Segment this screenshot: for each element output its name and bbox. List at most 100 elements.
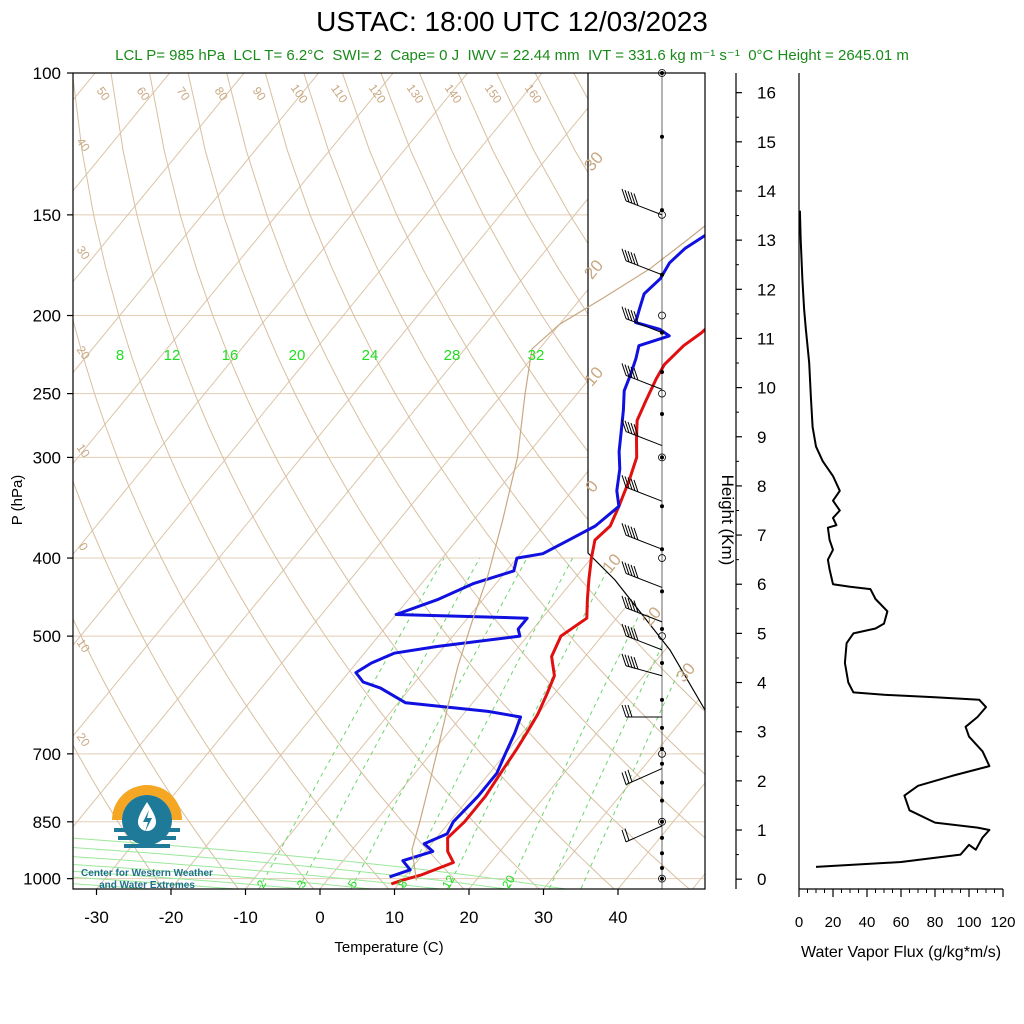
dry-adiabat-label: 140 bbox=[442, 81, 465, 106]
barb-feather bbox=[630, 366, 636, 380]
wind-level-dot bbox=[660, 761, 664, 766]
barb-feather bbox=[630, 309, 636, 323]
mixing-ratio-label: 24 bbox=[362, 347, 379, 364]
barb-feather bbox=[633, 527, 639, 541]
barb-feather bbox=[633, 479, 639, 493]
barb-shaft bbox=[625, 486, 663, 502]
lcl-temperature: LCL T= 6.2°C bbox=[233, 47, 325, 64]
isotherm-line bbox=[73, 73, 543, 646]
chart-subtitle: LCL P= 985 hPa LCL T= 6.2°C SWI= 2 Cape=… bbox=[0, 46, 1024, 64]
wind-level-dot bbox=[660, 504, 664, 509]
dry-adiabat bbox=[457, 73, 705, 467]
barb-feather bbox=[627, 655, 633, 668]
barb-feather bbox=[630, 656, 636, 669]
barb-feather bbox=[624, 624, 630, 638]
logo-line1: Center for Western Weather bbox=[81, 868, 213, 879]
lcl-pressure: LCL P= 985 hPa bbox=[115, 47, 226, 64]
height-tick-label: 1 bbox=[757, 821, 766, 840]
chart-title: USTAC: 18:00 UTC 12/03/2023 bbox=[316, 6, 708, 37]
x-tick-label: 20 bbox=[460, 908, 479, 927]
height-tick-label: 11 bbox=[757, 329, 775, 348]
barb-feather bbox=[630, 564, 636, 578]
barb-feather bbox=[624, 562, 630, 575]
mixing-ratio-label: 20 bbox=[289, 347, 306, 364]
isotherm-line bbox=[73, 73, 394, 465]
flux-tick-label: 80 bbox=[927, 914, 944, 931]
isotherm-label: 10 bbox=[74, 636, 93, 655]
barb-feather bbox=[621, 248, 627, 261]
lightning-icon bbox=[143, 810, 152, 832]
wind-level-dot bbox=[660, 661, 664, 666]
height-tick-label: 9 bbox=[757, 428, 766, 447]
flux-tick-label: 60 bbox=[893, 914, 910, 931]
wind-level-dot bbox=[660, 134, 664, 139]
isotherm-label: 40 bbox=[74, 135, 93, 154]
mandatory-level-circle bbox=[658, 749, 666, 758]
height-tick-label: 14 bbox=[757, 182, 776, 201]
cw3e-logo: Center for Western Weather and Water Ext… bbox=[81, 785, 213, 891]
isotherm-line bbox=[73, 73, 245, 283]
barb-feather bbox=[627, 563, 633, 576]
isotherm-line bbox=[73, 73, 171, 192]
barb-feather bbox=[621, 561, 627, 574]
isotherm-line bbox=[73, 73, 618, 737]
barb-shaft bbox=[625, 665, 663, 677]
isotherm-line bbox=[468, 600, 705, 889]
dry-adiabat-label: 130 bbox=[404, 81, 427, 106]
mandatory-level-circle bbox=[658, 874, 666, 883]
iwv-value: IWV = 22.44 mm bbox=[467, 47, 580, 64]
mixing-ratio-line bbox=[446, 557, 615, 889]
wind-level-dot bbox=[660, 866, 664, 871]
flux-axis-label: Water Vapor Flux (g/kg*m/s) bbox=[801, 944, 1001, 961]
dry-adiabat-label: 50 bbox=[94, 84, 113, 103]
wind-level-dot bbox=[660, 589, 664, 594]
barb-feather bbox=[627, 308, 633, 322]
x-tick-label: 0 bbox=[315, 908, 324, 927]
isotherm-line bbox=[244, 327, 705, 889]
barb-feather bbox=[630, 526, 636, 539]
barb-feather bbox=[627, 365, 633, 378]
height-tick-label: 6 bbox=[757, 575, 766, 594]
wind-level-dot bbox=[660, 627, 664, 632]
series-parcel bbox=[411, 225, 705, 881]
barb-feather bbox=[621, 653, 627, 666]
y-axis-label: P (hPa) bbox=[9, 475, 26, 526]
height-tick-label: 5 bbox=[757, 624, 766, 643]
barb-feather bbox=[624, 420, 630, 433]
barb-feather bbox=[621, 595, 627, 609]
barb-feather bbox=[621, 623, 627, 637]
cape-value: Cape= 0 J bbox=[390, 47, 460, 64]
barb-panel bbox=[588, 73, 705, 710]
height-tick-label: 15 bbox=[757, 133, 776, 152]
wind-level-dot bbox=[660, 746, 664, 751]
mixing-ratio-line bbox=[548, 557, 705, 889]
height-tick-label: 12 bbox=[757, 280, 776, 299]
wind-level-dot bbox=[660, 369, 664, 374]
moist-adiabat bbox=[73, 870, 310, 889]
barb-feather bbox=[624, 524, 630, 537]
height-tick-label: 16 bbox=[757, 84, 776, 103]
y-tick-label: 250 bbox=[33, 385, 61, 404]
barb-feather bbox=[624, 771, 630, 784]
height-tick-label: 10 bbox=[757, 379, 776, 398]
mixing-ratio-line bbox=[507, 557, 669, 889]
wind-level-dot bbox=[660, 835, 664, 840]
barb-feather bbox=[624, 476, 630, 489]
barb-feather bbox=[630, 422, 636, 436]
mixing-ratio-label: 8 bbox=[116, 347, 124, 364]
dry-adiabat bbox=[110, 73, 540, 889]
flux-tick-label: 0 bbox=[795, 914, 803, 931]
y-tick-label: 100 bbox=[33, 64, 61, 83]
barb-feather bbox=[630, 627, 636, 640]
logo-wave-2 bbox=[118, 836, 176, 840]
barb-panel-edge bbox=[587, 73, 706, 711]
barb-feather bbox=[624, 654, 630, 667]
mandatory-level-circle bbox=[658, 632, 666, 641]
dry-adiabat bbox=[303, 73, 705, 713]
barb-feather bbox=[621, 306, 627, 319]
mandatory-level-circle bbox=[658, 554, 666, 562]
wind-level-dot bbox=[660, 697, 664, 702]
barb-feather bbox=[621, 523, 627, 536]
dry-adiabat-label: 150 bbox=[482, 81, 505, 106]
barb-feather bbox=[624, 596, 630, 610]
